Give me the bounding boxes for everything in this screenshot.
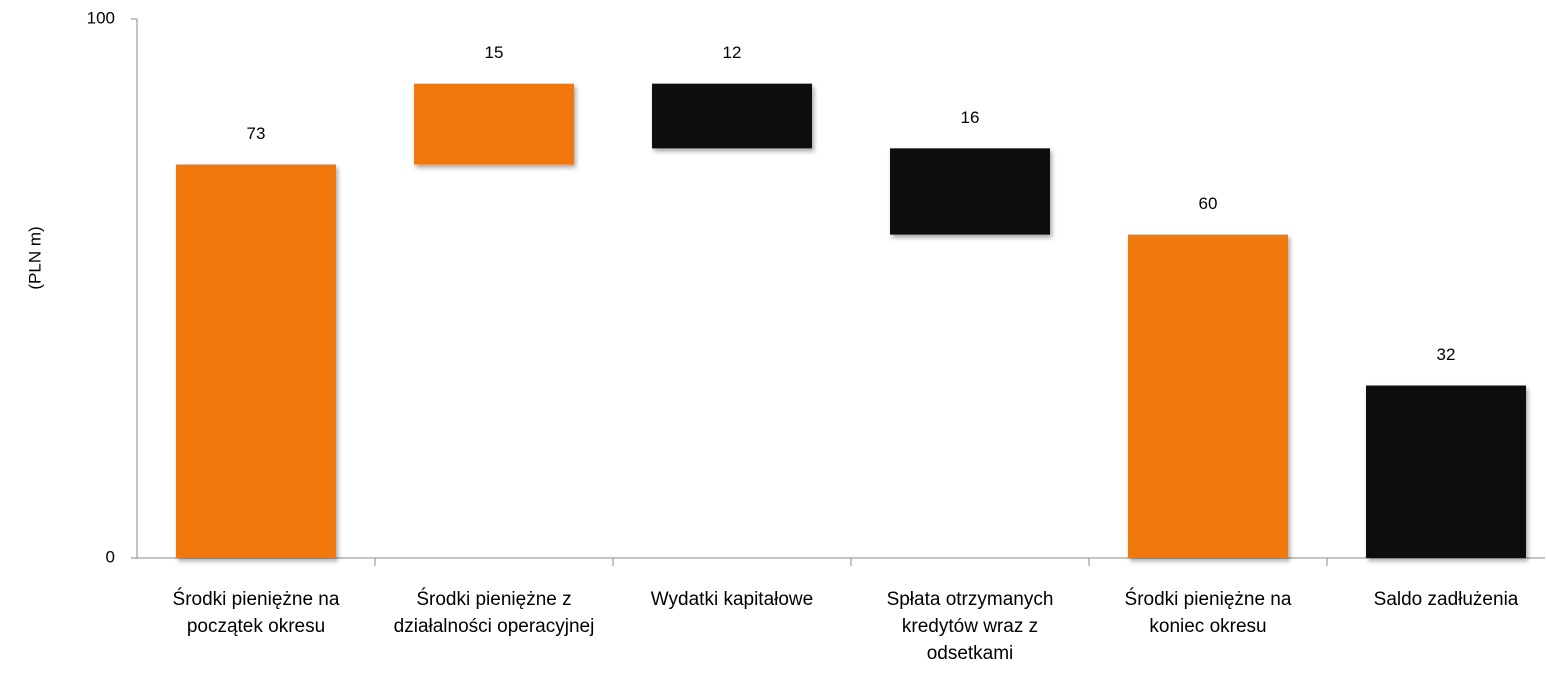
bar: [652, 83, 812, 149]
value-label: 15: [485, 43, 504, 62]
bar: [890, 148, 1050, 235]
y-tick-label: 100: [87, 8, 115, 27]
y-axis-label: (PLN m): [25, 226, 44, 289]
value-label: 73: [247, 124, 266, 143]
value-label: 16: [961, 108, 980, 127]
x-tick-label: Środki pieniężne z działalności operacyj…: [393, 589, 595, 637]
value-label: 60: [1199, 194, 1218, 213]
x-tick-label: Wydatki kapitałowe: [650, 589, 814, 610]
value-label: 12: [723, 43, 742, 62]
bar: [414, 83, 574, 165]
bar: [176, 164, 336, 558]
y-tick-label: 0: [106, 547, 115, 566]
x-tick-label: Środki pieniężne na początek okresu: [172, 589, 340, 637]
bar: [1128, 234, 1288, 558]
value-label: 32: [1437, 345, 1456, 364]
x-tick-label: Saldo zadłużenia: [1373, 589, 1519, 610]
x-tick-label: Środki pieniężne na koniec okresu: [1124, 589, 1292, 637]
bar: [1366, 385, 1526, 558]
x-tick-label: Spłata otrzymanych kredytów wraz z odset…: [886, 589, 1054, 664]
